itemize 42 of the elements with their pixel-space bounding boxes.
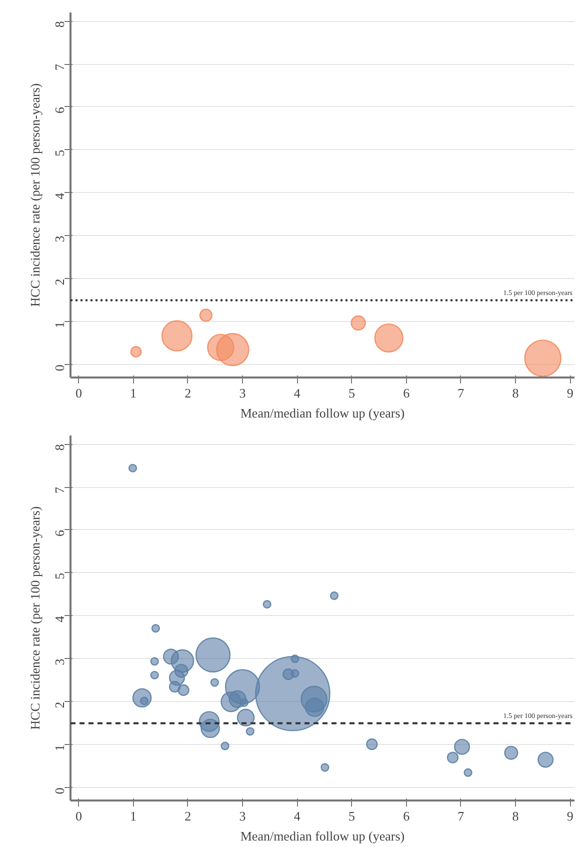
x-tick-label: 4 <box>294 386 301 400</box>
y-tick-label: 5 <box>52 572 67 580</box>
x-tick-label: 3 <box>239 386 246 400</box>
y-tick-label: 7 <box>52 64 67 71</box>
x-tick-label: 4 <box>294 808 301 824</box>
y-tick-label: 8 <box>52 21 67 28</box>
y-tick-label: 1 <box>52 744 67 752</box>
x-tick-label: 0 <box>75 808 82 824</box>
x-tick-label: 8 <box>512 386 519 400</box>
x-tick-label: 9 <box>566 808 574 824</box>
y-tick-label: 2 <box>52 702 67 708</box>
x-tick-label: 6 <box>403 386 410 400</box>
y-tick-label: 6 <box>52 529 67 536</box>
x-tick-label: 1 <box>130 808 137 824</box>
y-tick-label: 4 <box>52 192 67 200</box>
x-tick-label: 0 <box>75 386 82 400</box>
x-axis-title: Mean/median follow up (years) <box>240 828 405 844</box>
x-tick-label: 7 <box>458 386 465 400</box>
y-tick-label: 7 <box>52 486 67 494</box>
x-tick-label: 5 <box>348 808 355 824</box>
y-tick-label: 0 <box>52 788 67 794</box>
y-tick-label: 5 <box>52 150 67 156</box>
y-tick-label: 3 <box>52 236 67 242</box>
x-tick-label: 1 <box>130 386 137 400</box>
x-tick-label: 3 <box>239 808 246 824</box>
x-tick-label: 8 <box>512 808 519 824</box>
y-tick-label: 4 <box>52 615 67 622</box>
y-tick-label: 1 <box>52 322 67 328</box>
y-tick-label: 8 <box>52 444 67 451</box>
y-tick-label: 0 <box>52 364 67 372</box>
x-tick-label: 2 <box>184 386 192 400</box>
x-tick-label: 6 <box>403 808 410 824</box>
x-tick-label: 7 <box>458 808 465 824</box>
y-tick-label: 2 <box>52 278 67 286</box>
x-axis-title: Mean/median follow up (years) <box>240 406 405 420</box>
y-tick-label: 3 <box>52 658 67 666</box>
y-tick-label: 6 <box>52 106 67 114</box>
x-tick-label: 9 <box>566 386 574 400</box>
x-tick-label: 5 <box>348 386 355 400</box>
y-axis-title: HCC incidence rate (per 100 person-years) <box>28 506 42 730</box>
y-axis-title: HCC incidence rate (per 100 person-years) <box>28 83 42 307</box>
x-tick-label: 2 <box>184 808 192 824</box>
